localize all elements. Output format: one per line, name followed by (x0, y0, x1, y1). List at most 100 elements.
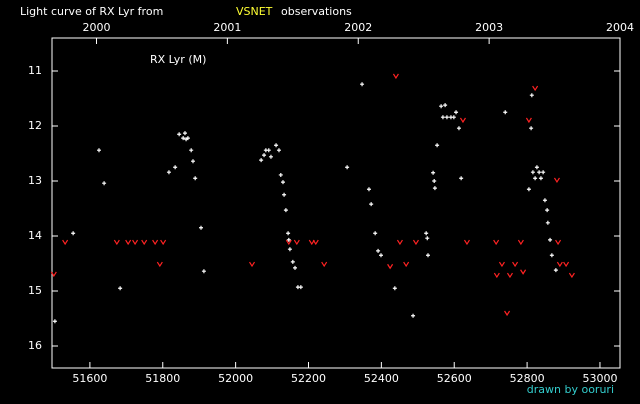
data-point (529, 93, 534, 98)
data-point (435, 143, 440, 148)
data-point (432, 186, 437, 191)
data-point (498, 261, 505, 268)
data-point (493, 239, 500, 246)
data-point (463, 239, 470, 246)
data-point (71, 231, 76, 236)
data-point (555, 239, 562, 246)
x2-tick-label: 2004 (606, 21, 634, 34)
data-point (266, 148, 271, 153)
data-point (282, 192, 287, 197)
data-point (549, 253, 554, 258)
data-point (532, 85, 539, 92)
y-tick-label: 16 (28, 339, 42, 352)
data-point (286, 237, 291, 242)
data-point (534, 165, 539, 170)
data-point (312, 239, 319, 246)
x2-tick-label: 2003 (475, 21, 503, 34)
data-point (189, 148, 194, 153)
data-point (369, 202, 374, 207)
x-tick-label: 52800 (510, 372, 545, 385)
data-point (298, 285, 303, 290)
data-point (432, 179, 437, 183)
data-point (456, 126, 461, 131)
data-point (283, 208, 288, 213)
data-point (503, 110, 508, 115)
data-point (280, 180, 285, 185)
data-point (403, 261, 410, 268)
data-point (52, 319, 57, 324)
data-point (537, 170, 542, 175)
data-point (102, 181, 107, 186)
data-point (520, 269, 527, 275)
data-point (321, 261, 328, 268)
x-tick-label: 52400 (364, 372, 399, 385)
data-point (373, 231, 378, 236)
data-point (454, 110, 459, 115)
data-point (173, 165, 178, 170)
data-point (285, 239, 292, 246)
data-point (156, 261, 163, 268)
data-point (190, 159, 195, 164)
data-point (459, 117, 466, 124)
data-point (62, 239, 69, 246)
data-point (278, 172, 283, 177)
data-point (392, 286, 397, 291)
y-tick-label: 12 (28, 119, 42, 132)
y-tick-label: 14 (28, 229, 42, 242)
data-point (274, 143, 279, 148)
data-point (412, 239, 419, 246)
x-tick-label: 51800 (145, 372, 180, 385)
chart-title: Light curve of RX Lyr from (20, 5, 163, 18)
data-point (259, 158, 264, 163)
x2-tick-label: 2000 (82, 21, 110, 34)
data-point (459, 176, 464, 181)
chart-title-suffix: observations (281, 5, 352, 18)
data-point (262, 153, 267, 158)
data-point (286, 231, 291, 236)
data-point (118, 286, 123, 291)
data-point (493, 272, 500, 279)
x-tick-label: 52200 (291, 372, 326, 385)
data-point (553, 268, 558, 273)
data-point (96, 148, 101, 153)
data-point (553, 177, 560, 184)
data-point (276, 148, 281, 153)
data-point (392, 73, 399, 80)
data-point (545, 220, 550, 225)
data-point (548, 237, 553, 242)
data-point (424, 231, 429, 236)
data-point (396, 239, 403, 246)
data-point (504, 310, 511, 317)
data-point (193, 176, 198, 181)
data-point (182, 131, 187, 136)
x2-tick-label: 2002 (344, 21, 372, 34)
data-point (517, 239, 524, 246)
plot-frame (51, 37, 621, 369)
data-point (268, 154, 273, 159)
data-point (132, 239, 139, 246)
data-point (125, 239, 132, 246)
data-point (345, 165, 350, 170)
data-point (249, 261, 256, 268)
data-point (556, 261, 563, 268)
data-point (290, 259, 295, 264)
y-tick-label: 11 (28, 64, 42, 77)
data-point (201, 269, 206, 274)
x-tick-label: 51600 (72, 372, 107, 385)
data-point (568, 272, 575, 279)
data-point (563, 261, 570, 268)
data-point (431, 170, 436, 175)
data-point (526, 187, 531, 192)
chart-title-highlight: VSNET (236, 5, 273, 18)
data-point (533, 176, 538, 181)
data-point (512, 261, 519, 268)
credit: drawn by ooruri (527, 383, 614, 396)
data-point (185, 136, 190, 141)
x-tick-label: 52600 (437, 372, 472, 385)
data-point (177, 132, 182, 137)
data-point (293, 265, 298, 270)
data-point (451, 115, 456, 120)
